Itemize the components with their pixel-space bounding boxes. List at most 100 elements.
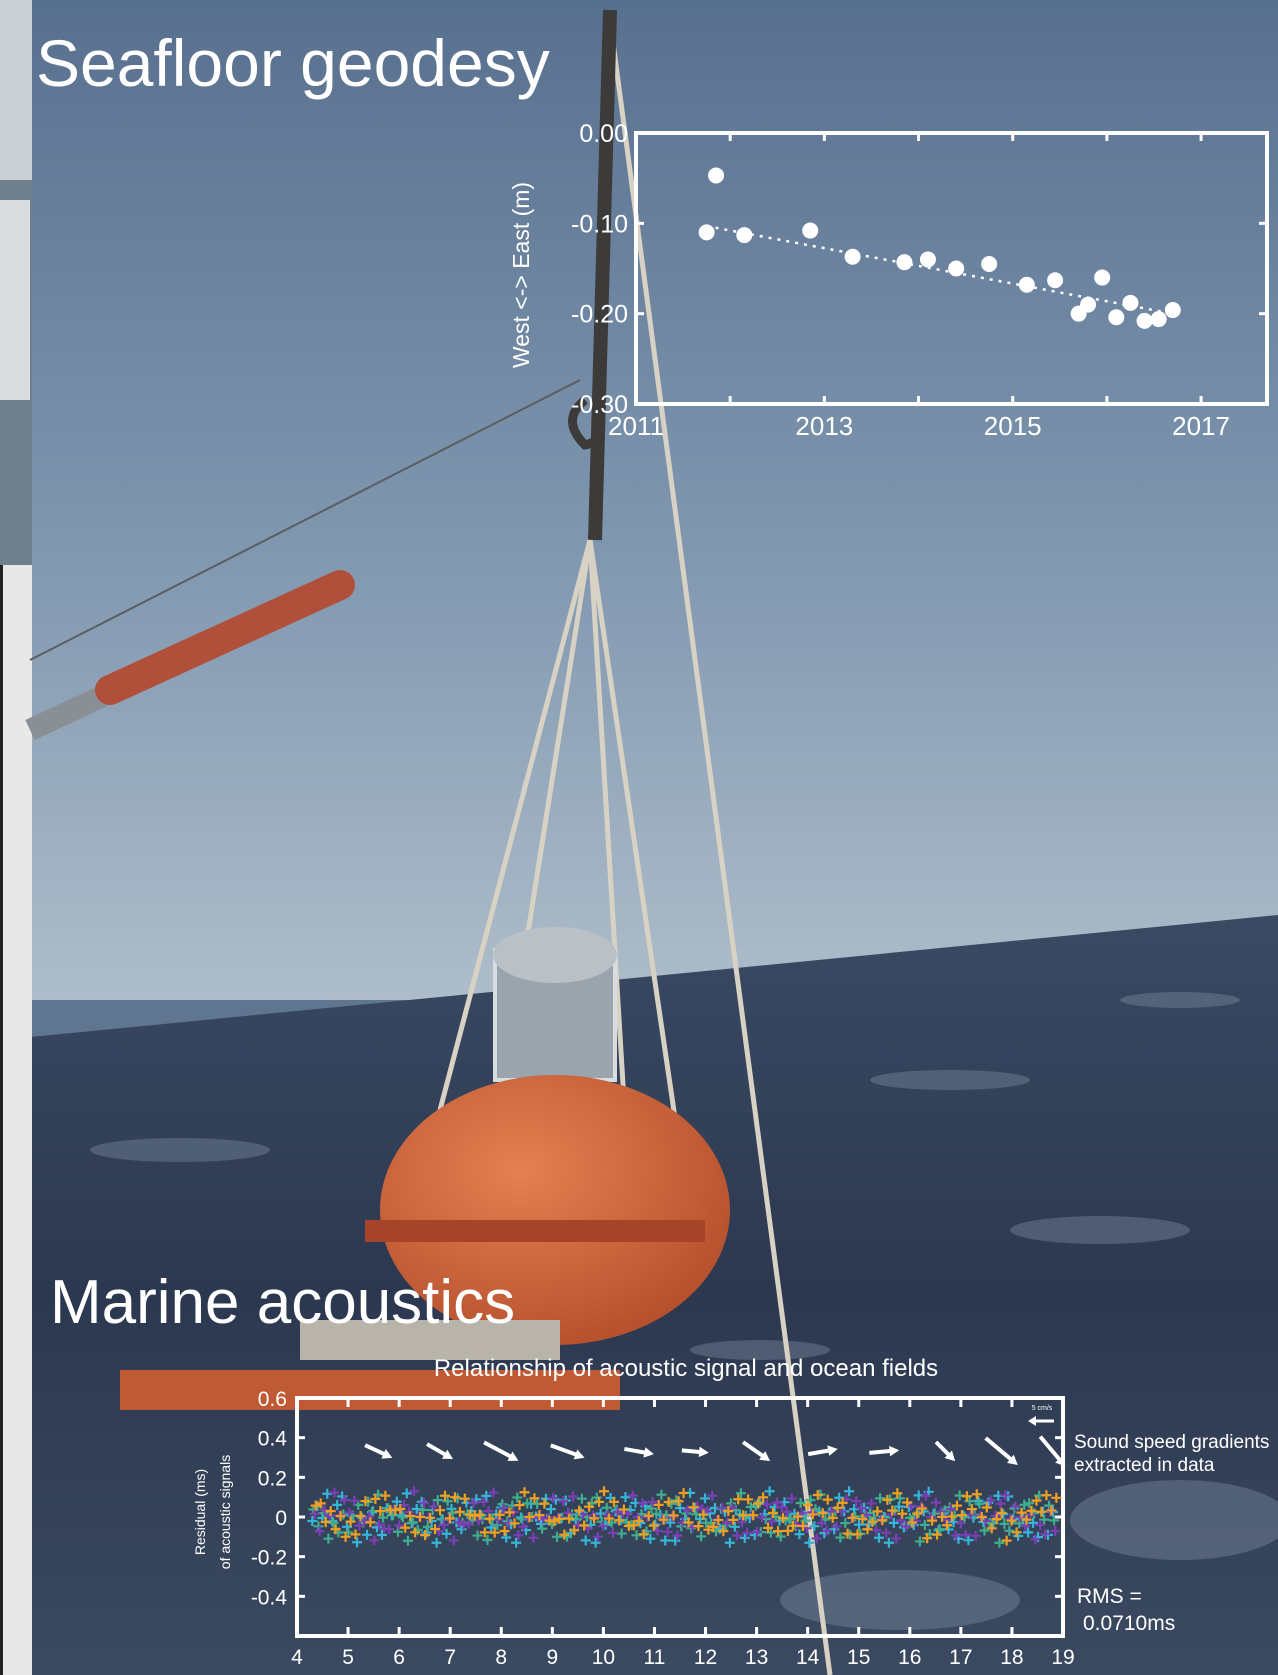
residual-marker	[568, 1491, 579, 1502]
residual-marker	[1028, 1517, 1039, 1528]
residual-marker	[994, 1537, 1005, 1548]
residual-marker	[867, 1516, 878, 1527]
residual-marker	[402, 1535, 413, 1546]
acoustics-x-tick-label: 13	[745, 1646, 768, 1669]
residual-marker	[396, 1510, 407, 1521]
residual-marker	[405, 1510, 416, 1521]
residual-marker	[935, 1506, 946, 1517]
residual-marker	[979, 1525, 990, 1536]
residual-marker	[378, 1512, 389, 1523]
residual-marker	[739, 1532, 750, 1543]
residual-marker	[963, 1535, 974, 1546]
residual-marker	[493, 1514, 504, 1525]
residual-marker	[718, 1526, 729, 1537]
residual-marker	[518, 1521, 529, 1532]
residual-marker	[781, 1506, 792, 1517]
residual-marker	[580, 1535, 591, 1546]
residual-marker	[742, 1527, 753, 1538]
gradient-vector	[483, 1440, 519, 1461]
residual-marker	[564, 1513, 575, 1524]
residual-marker	[453, 1517, 464, 1528]
geodesy-y-tick-label: 0.00	[579, 120, 628, 148]
residual-marker	[438, 1519, 449, 1530]
residual-marker	[682, 1505, 693, 1516]
gradient-vector	[1038, 1435, 1066, 1467]
residual-marker	[415, 1511, 426, 1522]
residual-marker	[991, 1514, 1002, 1525]
acoustics-y-axis-label-line2: of acoustic signals	[217, 1455, 233, 1569]
residual-marker	[653, 1499, 664, 1510]
residual-marker	[745, 1501, 756, 1512]
residual-marker	[812, 1490, 823, 1501]
residual-marker	[320, 1517, 331, 1528]
acoustics-x-tick-label: 9	[546, 1646, 558, 1669]
residual-marker	[554, 1513, 565, 1524]
residual-marker	[901, 1521, 912, 1532]
residual-marker	[354, 1520, 365, 1531]
geodesy-plot-frame	[634, 131, 1269, 406]
residual-marker	[897, 1508, 908, 1519]
acoustics-x-tick-label: 5	[342, 1646, 354, 1669]
residual-marker	[387, 1510, 398, 1521]
gradient-vector	[984, 1436, 1018, 1466]
residual-marker	[1010, 1501, 1021, 1512]
residual-marker	[807, 1509, 818, 1520]
residual-marker	[332, 1499, 343, 1510]
residual-marker	[449, 1492, 460, 1503]
residual-marker	[965, 1509, 976, 1520]
geodesy-y-tick-label: -0.30	[571, 391, 628, 419]
residual-marker	[773, 1526, 784, 1537]
residual-marker	[613, 1515, 624, 1526]
residual-marker	[751, 1526, 762, 1537]
residual-marker	[524, 1512, 535, 1522]
residual-marker	[831, 1521, 842, 1532]
residual-marker	[882, 1494, 893, 1505]
residual-marker	[763, 1522, 774, 1533]
residual-marker	[1046, 1505, 1057, 1516]
residual-marker	[956, 1510, 967, 1521]
residual-marker	[748, 1510, 759, 1521]
residual-marker	[942, 1520, 953, 1531]
residual-marker	[325, 1506, 336, 1517]
residual-marker	[638, 1529, 649, 1540]
residual-marker	[986, 1523, 997, 1534]
residual-marker	[492, 1520, 503, 1531]
residual-marker	[330, 1524, 341, 1535]
residual-marker	[474, 1509, 485, 1520]
residual-marker	[794, 1529, 805, 1540]
residual-marker	[635, 1518, 646, 1529]
residual-marker	[970, 1530, 981, 1541]
geodesy-data-point	[981, 255, 998, 272]
residual-marker	[1040, 1529, 1051, 1540]
residual-marker	[651, 1508, 662, 1519]
residual-marker	[955, 1518, 966, 1529]
residual-marker	[1031, 1495, 1042, 1506]
residual-marker	[589, 1513, 600, 1524]
residual-marker	[504, 1507, 515, 1518]
residual-marker	[835, 1532, 846, 1543]
residual-marker	[537, 1523, 548, 1534]
residual-marker	[1014, 1518, 1025, 1529]
acoustics-x-tick-label: 7	[444, 1646, 456, 1669]
residual-marker	[329, 1487, 340, 1498]
residual-marker	[876, 1514, 887, 1525]
residual-marker	[668, 1510, 679, 1521]
gradient-vector	[425, 1442, 453, 1460]
residual-marker	[875, 1493, 886, 1504]
residual-marker	[472, 1530, 483, 1541]
residual-marker	[985, 1495, 996, 1506]
geodesy-x-tick-label: 2011	[608, 411, 664, 441]
residual-marker	[930, 1497, 941, 1508]
geodesy-x-tick-label: 2017	[1172, 411, 1230, 441]
residual-marker	[309, 1508, 320, 1519]
geodesy-data-point	[896, 254, 913, 271]
residual-marker	[430, 1524, 441, 1535]
gradient-vector	[934, 1440, 956, 1462]
residual-marker	[1023, 1527, 1034, 1538]
residual-marker	[894, 1493, 905, 1504]
gradient-vector	[807, 1445, 838, 1457]
residual-marker	[658, 1514, 669, 1525]
geodesy-data-point	[1164, 302, 1181, 319]
gradients-annotation-line1: Sound speed gradients	[1074, 1432, 1269, 1453]
residual-marker	[667, 1512, 678, 1522]
